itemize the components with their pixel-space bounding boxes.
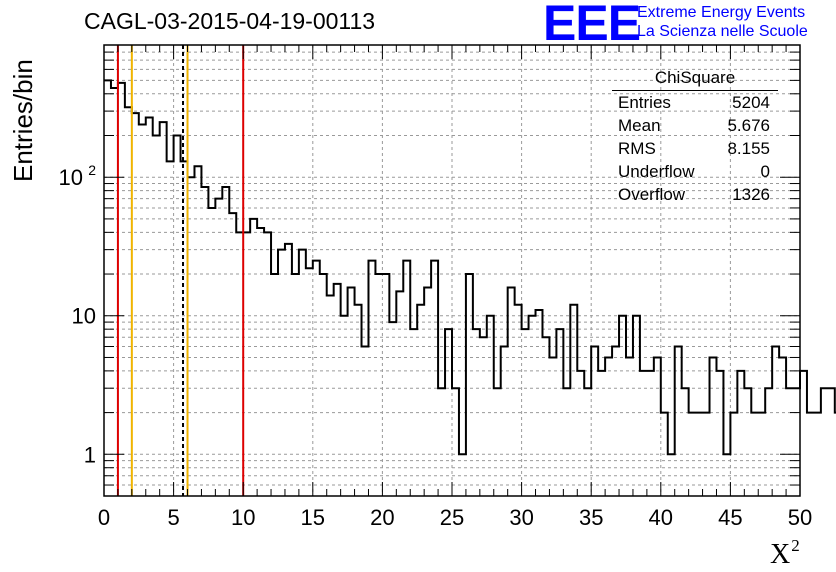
y-tick-label-exponent: 2 xyxy=(88,162,96,178)
stats-row-entries: Entries 5204 xyxy=(612,91,778,114)
stats-value: 8.155 xyxy=(727,139,770,158)
stats-label: Mean xyxy=(618,116,661,135)
stats-label: Underflow xyxy=(618,162,695,181)
stats-value: 0 xyxy=(760,162,770,181)
stats-title: ChiSquare xyxy=(612,68,778,91)
stats-value: 5.676 xyxy=(727,116,770,135)
x-tick-label: 40 xyxy=(649,505,673,530)
y-tick-label: 10 xyxy=(59,165,83,190)
logo-line-2: La Scienza nelle Scuole xyxy=(637,23,808,40)
stats-label: Entries xyxy=(618,93,671,112)
stats-row-overflow: Overflow 1326 xyxy=(612,183,778,206)
chart-title: CAGL-03-2015-04-19-00113 xyxy=(84,8,376,34)
y-tick-label: 10 xyxy=(72,304,96,329)
stats-label: Overflow xyxy=(618,185,686,204)
y-tick-label: 1 xyxy=(84,442,96,467)
eee-logo: EEE xyxy=(543,0,641,51)
x-axis-label: X2 xyxy=(770,536,800,570)
x-tick-label: 35 xyxy=(579,505,603,530)
stats-row-rms: RMS 8.155 xyxy=(612,137,778,160)
x-tick-label: 0 xyxy=(98,505,110,530)
stats-value: 1326 xyxy=(732,185,770,204)
x-tick-label: 30 xyxy=(509,505,533,530)
x-tick-label: 5 xyxy=(167,505,179,530)
x-tick-label: 50 xyxy=(788,505,812,530)
logo-line-1: Extreme Energy Events xyxy=(637,4,806,21)
histogram-series xyxy=(104,79,836,456)
stats-row-mean: Mean 5.676 xyxy=(612,114,778,137)
stats-label: RMS xyxy=(618,139,656,158)
x-tick-label: 10 xyxy=(231,505,255,530)
x-tick-label: 25 xyxy=(440,505,464,530)
x-tick-label: 20 xyxy=(370,505,394,530)
stats-value: 5204 xyxy=(732,93,770,112)
x-tick-label: 45 xyxy=(718,505,742,530)
stats-row-underflow: Underflow 0 xyxy=(612,160,778,183)
stats-box: ChiSquare Entries 5204 Mean 5.676 RMS 8.… xyxy=(612,68,778,206)
x-tick-label: 15 xyxy=(301,505,325,530)
